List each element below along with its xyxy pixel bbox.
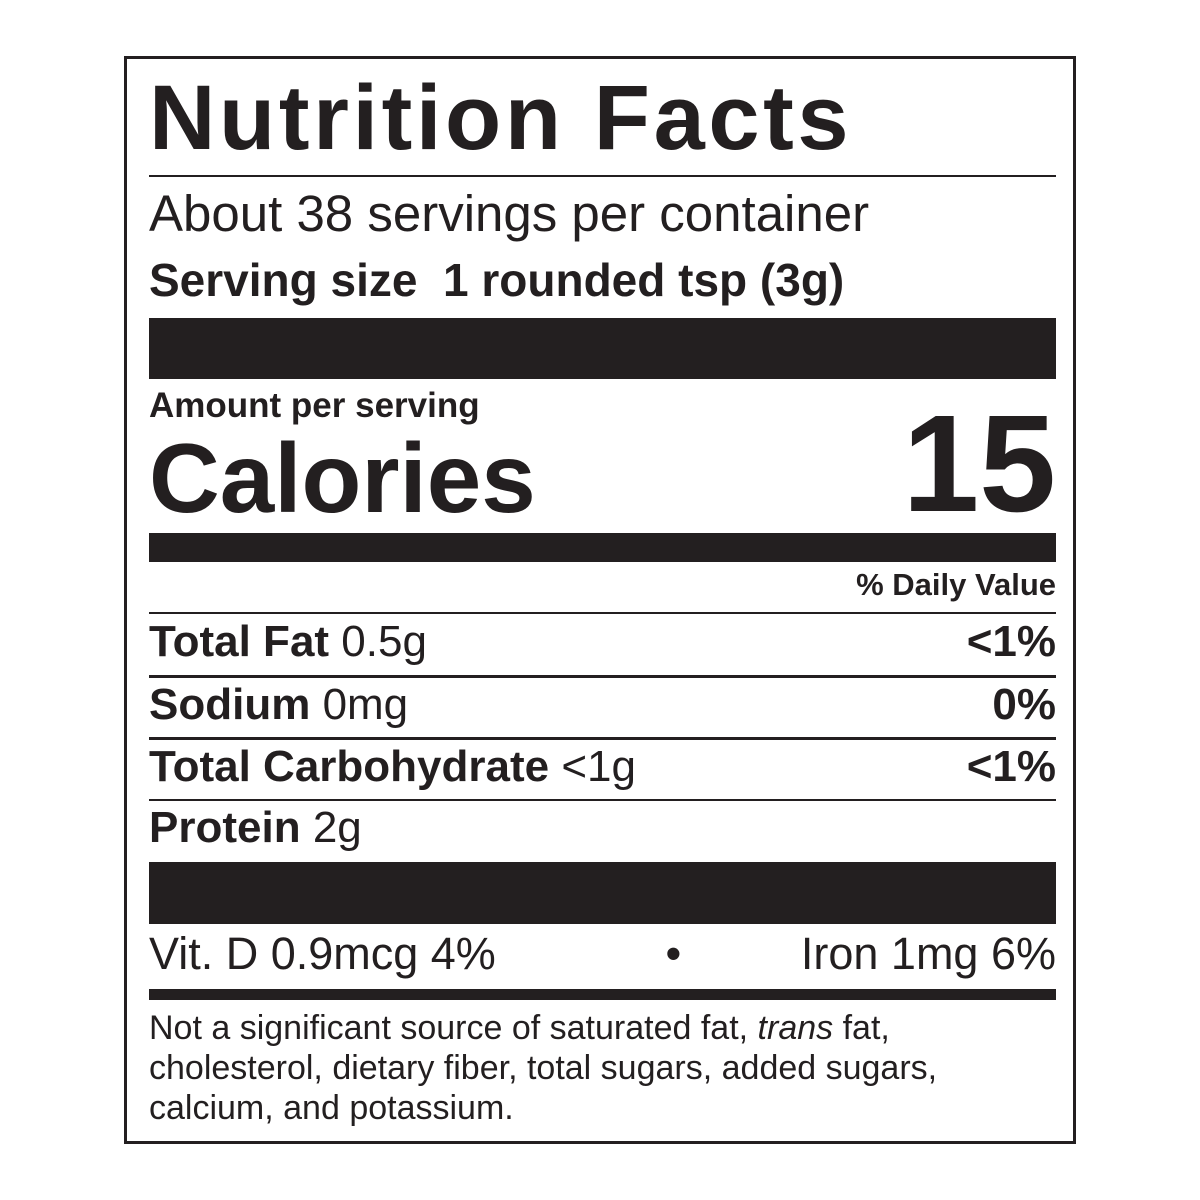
nutrient-dv: <1% (966, 742, 1056, 791)
divider (149, 675, 1056, 678)
nutrient-amount: 2g (312, 803, 362, 852)
daily-value-header: % Daily Value (856, 567, 1056, 602)
divider (149, 612, 1056, 614)
nutrient-row-total-fat: Total Fat 0.5g <1% (149, 620, 1056, 664)
footnote-text: fat, cholesterol, dietary fiber, total s… (149, 1009, 938, 1127)
calories-label: Calories (149, 423, 536, 533)
thick-bar (149, 862, 1056, 924)
medium-bar (149, 989, 1056, 1000)
nutrient-amount: 0mg (322, 680, 409, 729)
bullet-separator: • (665, 928, 682, 979)
calories-value: 15 (902, 387, 1057, 541)
vitamins-row: Vit. D 0.9mcg 4% • Iron 1mg 6% (149, 931, 1056, 976)
nutrition-label (124, 56, 1076, 1144)
divider (149, 175, 1056, 177)
amount-per-serving: Amount per serving (149, 386, 480, 425)
divider (149, 799, 1056, 801)
nutrient-amount: <1g (561, 742, 636, 791)
footnote-italic: trans (757, 1009, 834, 1047)
nutrient-dv: 0% (992, 680, 1056, 729)
nutrient-name: Protein (149, 803, 301, 852)
thick-bar (149, 318, 1056, 379)
nutrient-row-protein: Protein 2g (149, 806, 1056, 850)
nutrient-name: Sodium (149, 680, 311, 729)
divider (149, 737, 1056, 740)
nutrient-dv: <1% (966, 617, 1056, 666)
nutrient-amount: 0.5g (341, 617, 427, 666)
nutrient-name: Total Fat (149, 617, 330, 666)
serving-size-value: 1 rounded tsp (3g) (443, 254, 845, 306)
iron: Iron 1mg 6% (800, 928, 1056, 979)
nutrient-name: Total Carbohydrate (149, 742, 550, 791)
footnote: Not a significant source of saturated fa… (149, 1008, 1056, 1128)
footnote-text: Not a significant source of saturated fa… (149, 1009, 758, 1047)
medium-bar (149, 533, 1056, 562)
nutrient-row-sodium: Sodium 0mg 0% (149, 683, 1056, 727)
serving-size-label: Serving size (149, 254, 418, 306)
servings-per-container: About 38 servings per container (149, 185, 870, 242)
label-title: Nutrition Facts (149, 67, 853, 169)
serving-size: Serving size 1 rounded tsp (3g) (149, 257, 1056, 303)
vitamin-d: Vit. D 0.9mcg 4% (149, 928, 496, 979)
nutrient-row-total-carbohydrate: Total Carbohydrate <1g <1% (149, 745, 1056, 789)
